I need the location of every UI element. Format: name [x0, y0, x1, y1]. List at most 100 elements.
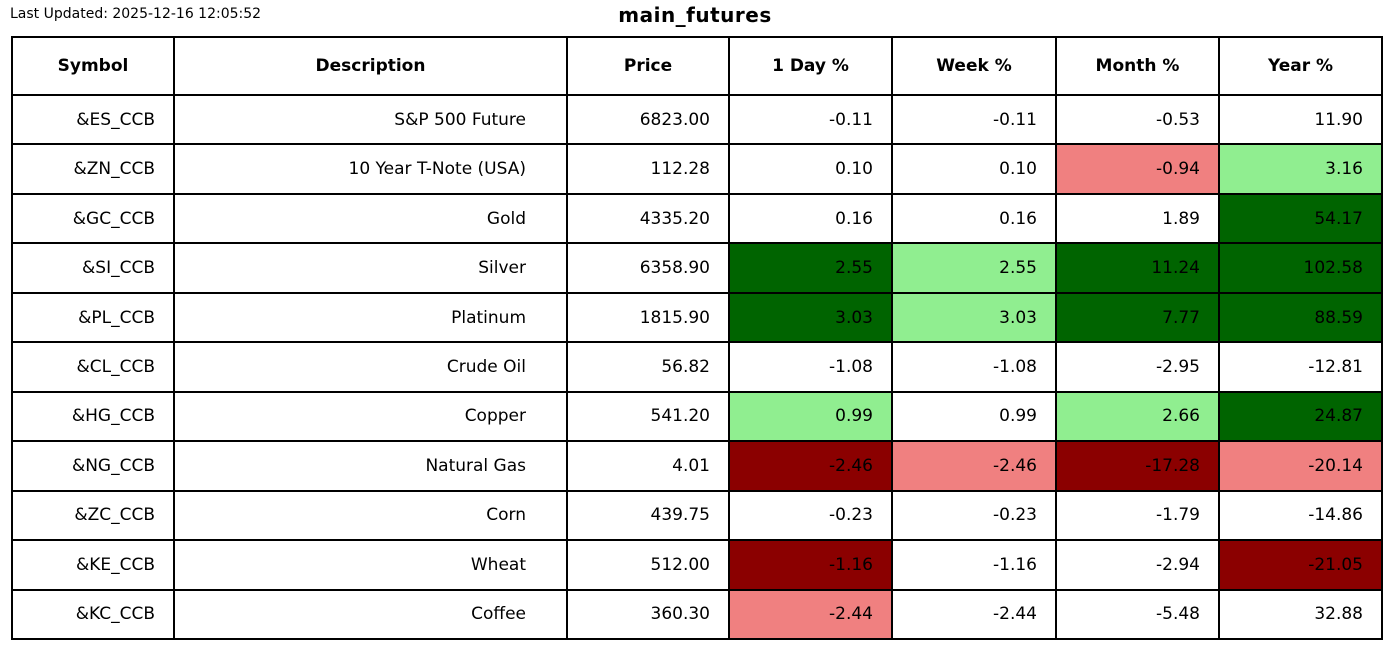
change-cell: 0.16 — [891, 192, 1057, 245]
change-cell: -2.95 — [1055, 341, 1220, 393]
price-cell: 439.75 — [566, 489, 730, 542]
futures-table: Symbol Description Price 1 Day % Week % … — [11, 36, 1383, 641]
change-cell: -2.44 — [891, 588, 1057, 641]
change-cell: -12.81 — [1218, 341, 1383, 393]
table-row: &SI_CCB Silver 6358.90 2.55 2.55 11.24 1… — [11, 242, 1383, 294]
description-cell: Wheat — [173, 539, 568, 591]
change-cell: -1.16 — [891, 539, 1057, 591]
change-cell: 2.55 — [891, 242, 1057, 294]
table-row: &KE_CCB Wheat 512.00 -1.16 -1.16 -2.94 -… — [11, 539, 1383, 591]
change-cell: -20.14 — [1218, 440, 1383, 492]
price-cell: 1815.90 — [566, 291, 730, 344]
price-cell: 6358.90 — [566, 242, 730, 294]
change-cell: -14.86 — [1218, 489, 1383, 542]
column-header-symbol: Symbol — [11, 36, 175, 96]
price-cell: 6823.00 — [566, 93, 730, 146]
change-cell: 102.58 — [1218, 242, 1383, 294]
table-row: &ZN_CCB 10 Year T-Note (USA) 112.28 0.10… — [11, 143, 1383, 195]
symbol-cell: &ZC_CCB — [11, 489, 175, 542]
symbol-cell: &NG_CCB — [11, 440, 175, 492]
change-cell: -17.28 — [1055, 440, 1220, 492]
description-cell: Crude Oil — [173, 341, 568, 393]
price-cell: 360.30 — [566, 588, 730, 641]
symbol-cell: &KE_CCB — [11, 539, 175, 591]
change-cell: -0.23 — [728, 489, 893, 542]
change-cell: 0.10 — [891, 143, 1057, 195]
description-cell: Copper — [173, 390, 568, 443]
change-cell: 88.59 — [1218, 291, 1383, 344]
description-cell: S&P 500 Future — [173, 93, 568, 146]
table-body: &ES_CCB S&P 500 Future 6823.00 -0.11 -0.… — [11, 93, 1383, 641]
description-cell: Silver — [173, 242, 568, 294]
symbol-cell: &SI_CCB — [11, 242, 175, 294]
change-cell: -0.11 — [728, 93, 893, 146]
price-cell: 56.82 — [566, 341, 730, 393]
price-cell: 4335.20 — [566, 192, 730, 245]
change-cell: 54.17 — [1218, 192, 1383, 245]
table-row: &PL_CCB Platinum 1815.90 3.03 3.03 7.77 … — [11, 291, 1383, 344]
column-header-month: Month % — [1055, 36, 1220, 96]
change-cell: -1.16 — [728, 539, 893, 591]
change-cell: -2.46 — [891, 440, 1057, 492]
change-cell: 1.89 — [1055, 192, 1220, 245]
symbol-cell: &ZN_CCB — [11, 143, 175, 195]
change-cell: 24.87 — [1218, 390, 1383, 443]
change-cell: 2.55 — [728, 242, 893, 294]
change-cell: 0.99 — [891, 390, 1057, 443]
symbol-cell: &GC_CCB — [11, 192, 175, 245]
change-cell: 11.24 — [1055, 242, 1220, 294]
symbol-cell: &HG_CCB — [11, 390, 175, 443]
last-updated-text: Last Updated: 2025-12-16 12:05:52 — [10, 6, 262, 22]
price-cell: 112.28 — [566, 143, 730, 195]
table-row: &ES_CCB S&P 500 Future 6823.00 -0.11 -0.… — [11, 93, 1383, 146]
column-header-year: Year % — [1218, 36, 1383, 96]
change-cell: 0.10 — [728, 143, 893, 195]
change-cell: -5.48 — [1055, 588, 1220, 641]
column-header-price: Price — [566, 36, 730, 96]
description-cell: Gold — [173, 192, 568, 245]
change-cell: 3.03 — [728, 291, 893, 344]
change-cell: -2.94 — [1055, 539, 1220, 591]
column-header-description: Description — [173, 36, 568, 96]
change-cell: -0.94 — [1055, 143, 1220, 195]
change-cell: -0.53 — [1055, 93, 1220, 146]
change-cell: 0.99 — [728, 390, 893, 443]
change-cell: 0.16 — [728, 192, 893, 245]
change-cell: 11.90 — [1218, 93, 1383, 146]
symbol-cell: &ES_CCB — [11, 93, 175, 146]
table-row: &NG_CCB Natural Gas 4.01 -2.46 -2.46 -17… — [11, 440, 1383, 492]
change-cell: -2.44 — [728, 588, 893, 641]
price-cell: 512.00 — [566, 539, 730, 591]
table-row: &CL_CCB Crude Oil 56.82 -1.08 -1.08 -2.9… — [11, 341, 1383, 393]
change-cell: -0.23 — [891, 489, 1057, 542]
symbol-cell: &KC_CCB — [11, 588, 175, 641]
column-header-week: Week % — [891, 36, 1057, 96]
change-cell: -0.11 — [891, 93, 1057, 146]
price-cell: 4.01 — [566, 440, 730, 492]
page-title: main_futures — [618, 3, 772, 27]
symbol-cell: &CL_CCB — [11, 341, 175, 393]
change-cell: 2.66 — [1055, 390, 1220, 443]
table-header-row: Symbol Description Price 1 Day % Week % … — [11, 36, 1383, 96]
table-row: &GC_CCB Gold 4335.20 0.16 0.16 1.89 54.1… — [11, 192, 1383, 245]
table-header: Symbol Description Price 1 Day % Week % … — [11, 36, 1383, 96]
change-cell: -21.05 — [1218, 539, 1383, 591]
description-cell: Corn — [173, 489, 568, 542]
change-cell: 32.88 — [1218, 588, 1383, 641]
table-row: &KC_CCB Coffee 360.30 -2.44 -2.44 -5.48 … — [11, 588, 1383, 641]
change-cell: -1.79 — [1055, 489, 1220, 542]
description-cell: 10 Year T-Note (USA) — [173, 143, 568, 195]
symbol-cell: &PL_CCB — [11, 291, 175, 344]
change-cell: -1.08 — [728, 341, 893, 393]
change-cell: -1.08 — [891, 341, 1057, 393]
description-cell: Coffee — [173, 588, 568, 641]
change-cell: 7.77 — [1055, 291, 1220, 344]
change-cell: 3.16 — [1218, 143, 1383, 195]
table-row: &ZC_CCB Corn 439.75 -0.23 -0.23 -1.79 -1… — [11, 489, 1383, 542]
change-cell: -2.46 — [728, 440, 893, 492]
change-cell: 3.03 — [891, 291, 1057, 344]
description-cell: Natural Gas — [173, 440, 568, 492]
price-cell: 541.20 — [566, 390, 730, 443]
table-row: &HG_CCB Copper 541.20 0.99 0.99 2.66 24.… — [11, 390, 1383, 443]
